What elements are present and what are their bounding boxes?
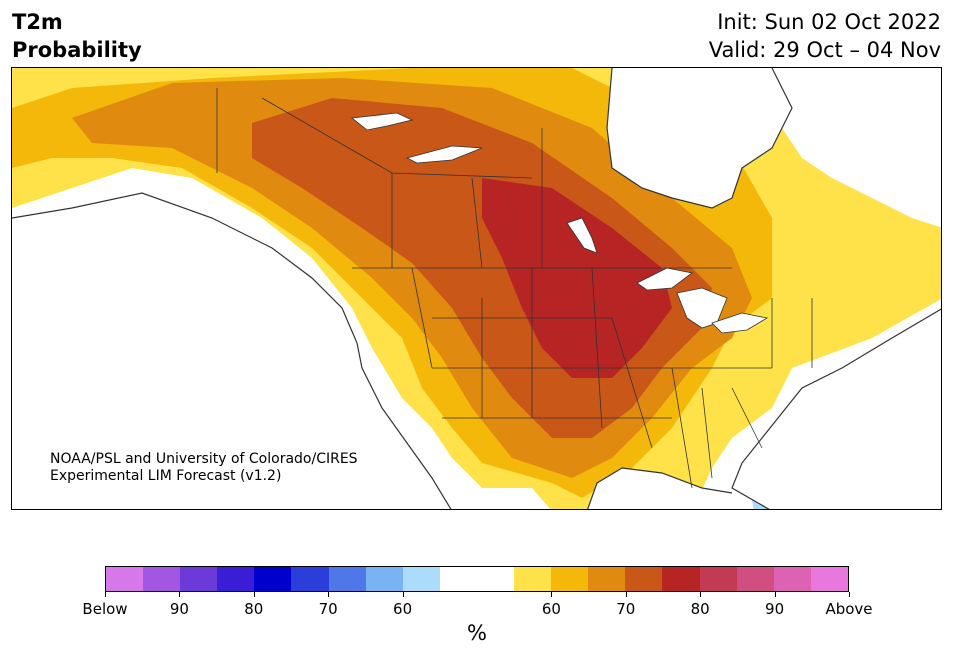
colorbar-tick-mark [774,592,776,597]
credit-line-1: NOAA/PSL and University of Colorado/CIRE… [50,451,358,467]
colorbar-cell [810,567,848,591]
great-bear-lake [350,112,414,131]
lake-winnipeg [566,217,598,254]
colorbar-cell [736,567,774,591]
colorbar-cell [328,567,366,591]
colorbar-cell [699,567,737,591]
colorbar-cell [662,567,700,591]
colorbar-tick-label: 90 [169,600,189,618]
colorbar-cell [402,567,440,591]
colorbar-cell [217,567,255,591]
colorbar-cell [439,567,477,591]
colorbar-cell [365,567,403,591]
lake-superior [636,267,693,291]
colorbar-cell [476,567,515,591]
colorbar-cell [254,567,292,591]
colorbar-tick-mark [253,592,255,597]
hudson-bay-coastline [606,68,793,209]
title-type: Probability [12,38,142,62]
colorbar-tick-label: Below [82,600,128,618]
colorbar-cell [143,567,181,591]
colorbar-tick-mark [849,592,850,597]
data-credit: NOAA/PSL and University of Colorado/CIRE… [50,451,358,485]
colorbar-unit: % [467,621,487,645]
colorbar [105,566,849,592]
colorbar-tick-label: 80 [244,600,264,618]
credit-line-2: Experimental LIM Forecast (v1.2) [50,468,282,484]
colorbar-tick-label: 60 [393,600,413,618]
colorbar-cell [514,567,552,591]
colorbar-tick-mark [551,592,553,597]
pacific-coastline [12,192,452,509]
gulf-coastline [587,467,733,509]
colorbar-tick-mark [328,592,330,597]
political-borders [216,88,813,489]
atlantic-coastline [731,308,941,509]
border-line [671,367,693,489]
valid-date: Valid: 29 Oct – 04 Nov [708,38,941,62]
colorbar-cell [625,567,663,591]
colorbar-tick-label: 80 [690,600,710,618]
colorbar-tick-label: Above [825,600,873,618]
colorbar-cell [291,567,329,591]
border-line [471,177,483,269]
prob-region-75 [482,178,672,378]
arctic-islands [772,68,941,228]
colorbar-tick-label: 70 [318,600,338,618]
colorbar-tick-mark [700,592,702,597]
gulf-of-mexico [587,468,741,509]
colorbar-tick-mark [625,592,627,597]
colorbar-tick-mark [179,592,181,597]
border-line [731,387,763,449]
colorbar-tick-label: 90 [765,600,785,618]
colorbar-cell [551,567,589,591]
border-line [411,267,433,369]
title-block: T2m Probability [12,8,142,64]
colorbar-tick-label: 70 [616,600,636,618]
great-slave-lake [405,145,483,164]
border-line [701,387,713,479]
hudson-bay [607,68,792,208]
colorbar-cell [588,567,626,591]
colorbar-cell [773,567,811,591]
border-line [611,317,653,449]
pacific-ocean [12,193,451,509]
atlantic-ocean [732,309,941,509]
title-variable: T2m [12,10,63,34]
probability-map [12,68,941,509]
colorbar-tick-mark [402,592,404,597]
colorbar-tick-label: 60 [541,600,561,618]
map-panel: NOAA/PSL and University of Colorado/CIRE… [11,67,942,510]
colorbar-tick-mark [105,592,106,597]
colorbar-cell [180,567,218,591]
date-block: Init: Sun 02 Oct 2022 Valid: 29 Oct – 04… [709,8,941,64]
colorbar-cell [106,567,144,591]
init-date: Init: Sun 02 Oct 2022 [717,10,941,34]
border-line [591,267,603,429]
lake-erie-ontario [711,312,769,334]
